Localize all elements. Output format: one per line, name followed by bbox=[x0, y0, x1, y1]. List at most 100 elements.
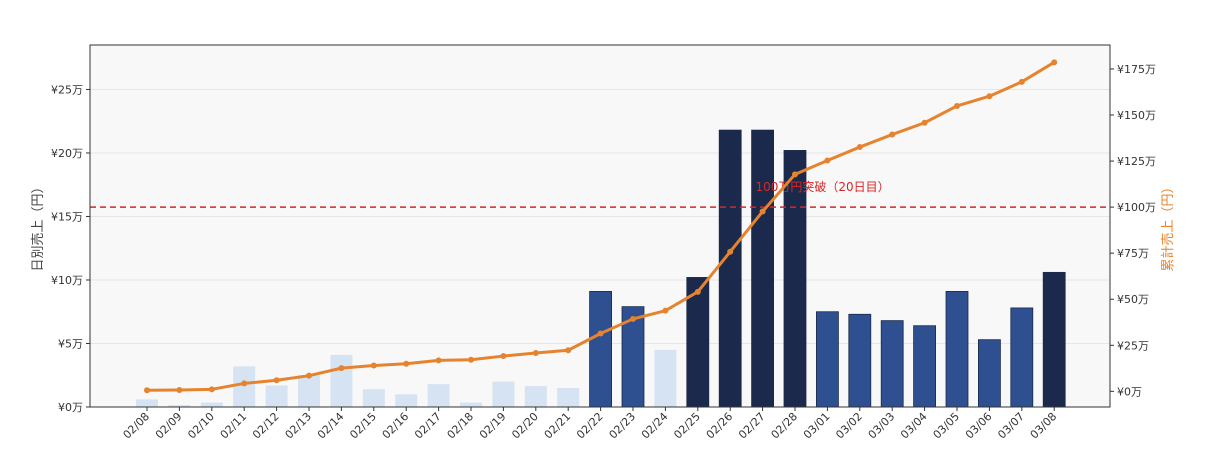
bar bbox=[557, 387, 580, 407]
bar bbox=[265, 385, 288, 407]
x-tick-label: 02/24 bbox=[639, 410, 671, 442]
left-tick-label: ¥20万 bbox=[51, 147, 83, 160]
right-tick-label: ¥175万 bbox=[1117, 63, 1156, 76]
line-point bbox=[792, 171, 798, 178]
grid-lines bbox=[90, 88, 1110, 344]
line-point bbox=[1018, 78, 1025, 85]
line-point bbox=[144, 387, 150, 394]
line-point bbox=[662, 307, 669, 314]
line-point bbox=[856, 144, 863, 151]
line-point bbox=[468, 356, 474, 363]
x-tick-label: 02/13 bbox=[283, 410, 315, 442]
line-point bbox=[954, 102, 960, 109]
x-tick-label: 02/26 bbox=[704, 410, 736, 442]
line-point bbox=[500, 353, 507, 360]
bar bbox=[330, 354, 353, 407]
x-tick-label: 02/17 bbox=[412, 410, 444, 442]
line-point bbox=[1051, 59, 1058, 66]
line-point bbox=[306, 372, 312, 379]
bar bbox=[945, 291, 969, 408]
line-point bbox=[176, 386, 183, 393]
x-tick-label: 02/28 bbox=[769, 410, 801, 442]
bar bbox=[1010, 307, 1034, 408]
x-tick-label: 02/16 bbox=[380, 410, 412, 442]
right-axis: ¥0万 ¥25万 ¥50万 ¥75万 ¥100万 ¥125万 ¥150万 ¥175万 bbox=[1110, 63, 1156, 398]
bar bbox=[654, 349, 677, 407]
x-tick-label: 03/06 bbox=[963, 410, 995, 442]
right-axis-label: 累計売上（円） bbox=[1160, 180, 1176, 271]
bar bbox=[395, 394, 418, 407]
reference-annotation: 100万円突破（20日目） bbox=[756, 179, 890, 194]
x-tick-label: 02/20 bbox=[509, 410, 541, 442]
bar bbox=[589, 291, 612, 408]
bar bbox=[751, 129, 774, 408]
bar bbox=[200, 402, 223, 407]
cumulative-line-group bbox=[144, 59, 1058, 394]
right-tick-label: ¥0万 bbox=[1117, 385, 1142, 398]
bar bbox=[880, 320, 904, 408]
bar bbox=[460, 402, 482, 407]
right-tick-label: ¥75万 bbox=[1117, 247, 1149, 260]
left-tick-label: ¥25万 bbox=[51, 83, 83, 96]
x-tick-label: 02/23 bbox=[607, 410, 639, 442]
bar bbox=[816, 311, 839, 408]
line-point bbox=[759, 208, 766, 215]
left-axis: ¥0万 ¥5万 ¥10万 ¥15万 ¥20万 ¥25万 bbox=[51, 83, 90, 414]
x-tick-label: 02/22 bbox=[574, 410, 606, 442]
line-point bbox=[889, 131, 896, 138]
bar bbox=[168, 405, 191, 407]
line-point bbox=[241, 380, 248, 387]
bar bbox=[978, 339, 1001, 408]
plot-frame bbox=[89, 44, 1111, 408]
bar bbox=[718, 129, 742, 408]
x-tick-label: 02/18 bbox=[445, 410, 477, 442]
bar bbox=[492, 381, 515, 407]
bar bbox=[848, 313, 872, 408]
line-point bbox=[824, 157, 831, 164]
x-tick-label: 02/15 bbox=[347, 410, 379, 442]
x-tick-label: 03/01 bbox=[801, 410, 833, 442]
right-tick-label: ¥100万 bbox=[1117, 201, 1156, 214]
left-tick-label: ¥0万 bbox=[58, 401, 83, 414]
left-tick-label: ¥10万 bbox=[51, 274, 83, 287]
line-point bbox=[630, 315, 636, 322]
x-tick-label: 02/11 bbox=[218, 410, 250, 442]
right-tick-label: ¥125万 bbox=[1117, 155, 1156, 168]
line-point bbox=[921, 119, 928, 126]
line-point bbox=[273, 377, 280, 384]
x-tick-label: 03/07 bbox=[995, 410, 1027, 442]
x-axis: 02/08 02/09 02/10 02/11 02/12 02/13 02/14 02/15… bbox=[121, 407, 1060, 442]
line-point bbox=[370, 362, 377, 369]
x-tick-label: 02/08 bbox=[121, 410, 153, 442]
line-point bbox=[435, 357, 442, 364]
line-point bbox=[694, 288, 701, 295]
left-tick-label: ¥15万 bbox=[51, 210, 83, 223]
left-tick-label: ¥5万 bbox=[58, 337, 83, 350]
x-tick-label: 03/02 bbox=[833, 410, 865, 442]
line-point bbox=[986, 93, 993, 100]
line-point bbox=[727, 248, 734, 255]
x-tick-label: 03/05 bbox=[931, 410, 963, 442]
bar bbox=[427, 384, 450, 407]
bars-group bbox=[136, 129, 1066, 408]
line-point bbox=[597, 330, 604, 337]
line-point bbox=[338, 365, 345, 372]
right-tick-label: ¥25万 bbox=[1117, 339, 1149, 352]
x-tick-label: 02/27 bbox=[736, 410, 768, 442]
bar bbox=[524, 386, 547, 407]
bar bbox=[136, 399, 158, 407]
x-tick-label: 02/25 bbox=[671, 410, 703, 442]
bar bbox=[362, 389, 385, 407]
right-tick-label: ¥50万 bbox=[1117, 293, 1149, 306]
x-tick-label: 02/21 bbox=[542, 410, 574, 442]
bar bbox=[1042, 271, 1066, 408]
x-tick-label: 03/08 bbox=[1028, 410, 1060, 442]
bar bbox=[233, 366, 256, 407]
left-axis-label: 日別売上（円） bbox=[30, 180, 46, 271]
bar bbox=[913, 325, 936, 408]
x-tick-label: 02/19 bbox=[477, 410, 509, 442]
x-tick-label: 03/04 bbox=[898, 410, 930, 442]
line-point bbox=[565, 347, 572, 354]
x-tick-label: 02/09 bbox=[153, 410, 185, 442]
